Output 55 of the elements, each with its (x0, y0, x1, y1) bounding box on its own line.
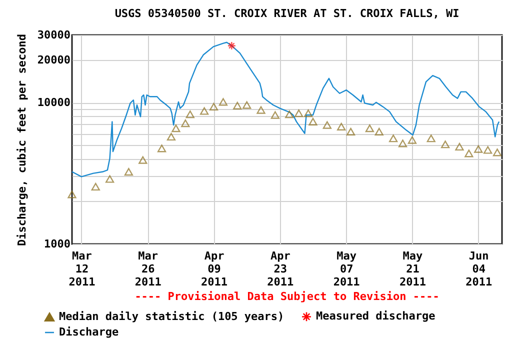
point (322, 121, 332, 129)
point (186, 110, 194, 118)
legend-label: Discharge (59, 326, 119, 338)
legend-label: Measured discharge (316, 310, 436, 323)
point (172, 124, 180, 132)
point (389, 134, 398, 142)
point (374, 128, 384, 136)
point (492, 148, 502, 156)
point (294, 109, 304, 118)
point (474, 145, 483, 153)
point (233, 102, 242, 110)
x-tick-label: Jun 04 2011 (466, 250, 492, 288)
x-tick-label: May 07 2011 (333, 250, 360, 288)
point (218, 98, 228, 106)
point (242, 101, 252, 109)
point (227, 41, 236, 50)
point (200, 107, 209, 115)
point (270, 111, 280, 119)
point (124, 168, 134, 176)
point (440, 140, 450, 148)
point (166, 132, 176, 141)
legend-label: Median daily statistic (105 years) (59, 310, 284, 324)
point (426, 134, 436, 142)
point (68, 190, 76, 198)
x-tick-label: May 21 2011 (399, 250, 426, 288)
point (256, 106, 266, 114)
point (337, 122, 346, 130)
y-axis-title: Discharge, cubic feet per second (15, 34, 28, 246)
point (484, 146, 492, 154)
x-tick-label: Mar 12 2011 (68, 250, 96, 288)
point (209, 102, 218, 111)
point (464, 150, 474, 158)
point (408, 136, 417, 144)
x-tick-label: Mar 26 2011 (134, 250, 162, 288)
point (455, 142, 464, 151)
line-series (71, 42, 500, 178)
point (181, 119, 190, 128)
y-tick-label: 20000 (37, 53, 70, 66)
point (365, 124, 374, 132)
y-tick-label: 1000 (44, 238, 70, 250)
x-tick-label: Apr 23 2011 (267, 250, 294, 288)
point (105, 175, 114, 183)
point (285, 110, 294, 118)
point (157, 144, 166, 152)
y-tick-label: 30000 (37, 28, 70, 42)
chart-title: USGS 05340500 ST. CROIX RIVER AT ST. CROIX FALLS, WI (114, 7, 460, 20)
point (91, 182, 100, 191)
point (308, 118, 318, 126)
point (398, 140, 408, 148)
point (304, 109, 313, 118)
x-tick-label: Apr 09 2011 (201, 250, 228, 288)
point (138, 156, 148, 164)
y-tick-label: 10000 (37, 96, 70, 110)
text: ---- Provisional Data Subject to Revision ---- (134, 290, 440, 303)
point (346, 128, 356, 136)
